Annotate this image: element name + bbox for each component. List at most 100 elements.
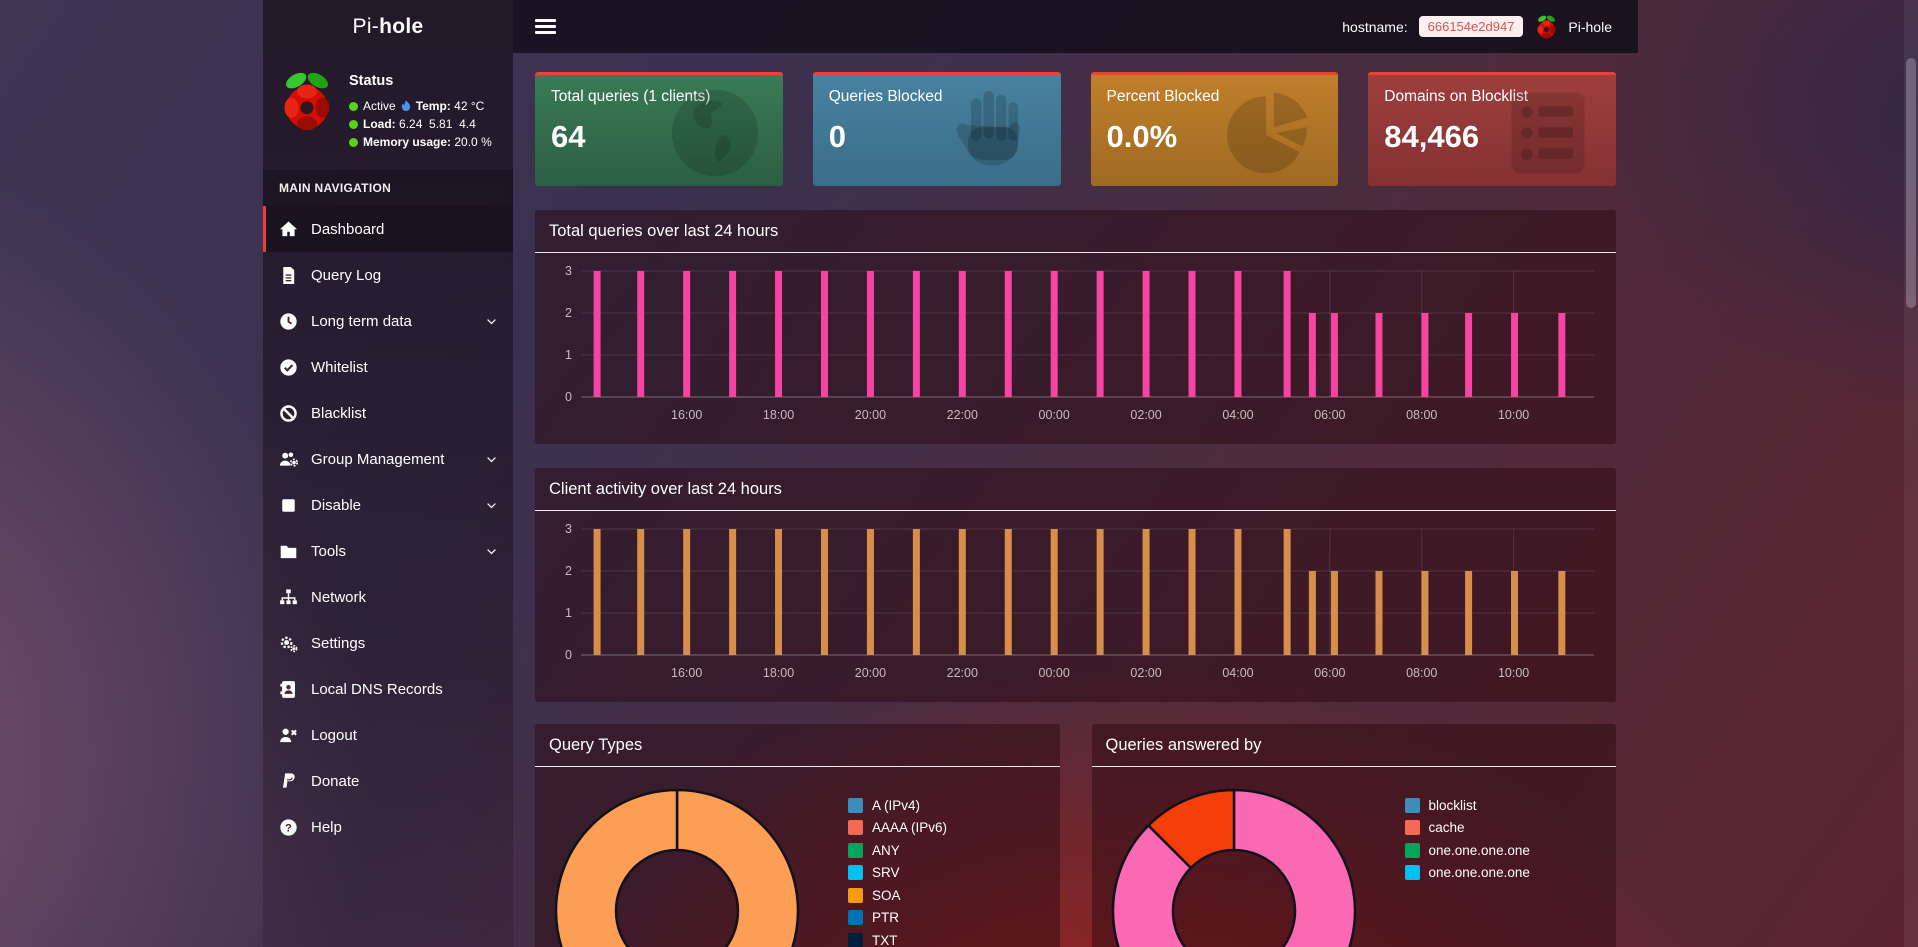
card-percent-blocked: Percent Blocked 0.0% [1090, 72, 1339, 186]
card-queries-blocked: Queries Blocked 0 [812, 72, 1061, 186]
brand-logo[interactable]: Pi-hole [263, 0, 513, 53]
check-circle-icon [280, 358, 297, 376]
hostname-label: hostname: [1342, 18, 1408, 35]
card-title: Total queries (1 clients) [551, 88, 711, 105]
panel-title: Client activity over last 24 hours [535, 468, 1616, 511]
legend-item[interactable]: TXT [848, 929, 947, 947]
temp-value: 42 °C [454, 99, 485, 114]
legend-item[interactable]: SRV [848, 862, 947, 885]
summary-cards-row: Total queries (1 clients) 64 [535, 72, 1616, 186]
chevron-down-icon [487, 502, 496, 508]
answered-by-donut-chart[interactable] [1104, 781, 1364, 947]
legend-label: AAAA (IPv6) [872, 820, 948, 836]
question-circle-icon: ? [280, 818, 297, 836]
sidebar-item-help[interactable]: ? Help [263, 804, 513, 850]
query-types-donut-chart[interactable] [547, 781, 807, 947]
status-panel: Status Active Temp: 42 °C Load: 6.24 5.8… [263, 53, 513, 164]
card-title: Queries Blocked [828, 88, 943, 105]
load-label: Load: [363, 117, 396, 132]
chevron-down-icon [487, 318, 496, 324]
page-scrollbar[interactable] [1904, 0, 1918, 947]
svg-text:18:00: 18:00 [763, 408, 794, 422]
sidebar-section-label: MAIN NAVIGATION [263, 170, 513, 207]
panel-queries-answered-by: Queries answered by blocklist cache one.on… [1091, 724, 1616, 947]
legend-item[interactable]: PTR [848, 907, 947, 930]
scrollbar-thumb[interactable] [1906, 58, 1916, 308]
card-total-queries: Total queries (1 clients) 64 [535, 72, 783, 186]
client-activity-chart[interactable]: 16:00 18:00 20:00 22:00 00:00 02:00 04:00 06:00… [547, 517, 1604, 689]
legend-swatch [848, 932, 863, 947]
legend-item[interactable]: blocklist [1404, 794, 1530, 817]
legend-label: one.one.one.one [1428, 865, 1530, 881]
stop-icon [282, 498, 295, 512]
legend-item[interactable]: one.one.one.one [1404, 839, 1530, 862]
panel-title: Queries answered by [1091, 724, 1616, 767]
sidebar-item-disable[interactable]: Disable [263, 482, 513, 528]
sidebar-item-blacklist[interactable]: Blacklist [263, 390, 513, 436]
brand-bold: hole [379, 14, 424, 38]
sidebar-item-group-management[interactable]: Group Management [263, 436, 513, 482]
status-memory-row: Memory usage: 20.0 % [349, 135, 492, 150]
legend-item[interactable]: SOA [848, 884, 947, 907]
file-lines-icon [283, 266, 295, 284]
sidebar-item-whitelist[interactable]: Whitelist [263, 344, 513, 390]
legend-item[interactable]: AAAA (IPv6) [848, 817, 947, 840]
svg-text:10:00: 10:00 [1498, 408, 1529, 422]
pie-chart-icon [1227, 92, 1308, 174]
navbar-brand-right[interactable]: Pi-hole [1534, 14, 1612, 39]
sidebar-toggle-button[interactable] [535, 19, 556, 34]
svg-text:00:00: 00:00 [1039, 408, 1070, 422]
sidebar-item-dashboard[interactable]: Dashboard [263, 206, 513, 253]
hand-stop-icon [956, 90, 1020, 166]
legend-item[interactable]: cache [1404, 817, 1530, 840]
legend-item[interactable]: A (IPv4) [848, 794, 947, 817]
legend-swatch [1404, 865, 1420, 881]
svg-text:04:00: 04:00 [1222, 408, 1253, 422]
sidebar-item-query-log[interactable]: Query Log [263, 252, 513, 298]
legend-label: cache [1428, 820, 1465, 836]
total-queries-chart[interactable]: 16:00 18:00 20:00 22:00 00:00 02:00 04:00 06:00… [547, 259, 1604, 431]
memory-label: Memory usage: [363, 135, 452, 150]
sidebar-item-tools[interactable]: Tools [263, 528, 513, 574]
sidebar-item-settings[interactable]: Settings [263, 620, 513, 666]
svg-text:20:00: 20:00 [855, 408, 886, 422]
brand-prefix: Pi- [352, 14, 380, 38]
card-value: 0.0% [1106, 119, 1178, 154]
sidebar-item-network[interactable]: Network [263, 574, 513, 620]
svg-text:2: 2 [565, 306, 572, 320]
panel-query-types: Query Types A (IPv4) AAAA (IPv6) ANY SRV SOA… [535, 724, 1060, 947]
navbar-brand-label: Pi-hole [1568, 18, 1612, 35]
svg-text:00:00: 00:00 [1039, 666, 1070, 680]
legend-swatch [848, 820, 863, 836]
panel-client-activity: Client activity over last 24 hours 16:00… [535, 468, 1616, 702]
navbar-right: hostname: 666154e2d947 Pi-hole [1342, 14, 1612, 39]
paypal-icon [282, 773, 295, 788]
panel-title: Query Types [535, 724, 1060, 767]
svg-text:18:00: 18:00 [763, 666, 794, 680]
svg-text:1: 1 [565, 606, 572, 620]
legend-item[interactable]: ANY [848, 839, 947, 862]
legend-swatch [848, 887, 863, 903]
sidebar-item-local-dns-records[interactable]: Local DNS Records [263, 666, 513, 712]
sidebar-item-logout[interactable]: Logout [263, 712, 513, 758]
sidebar-item-donate[interactable]: Donate [263, 758, 513, 804]
svg-text:06:00: 06:00 [1314, 408, 1345, 422]
answered-by-legend: blocklist cache one.one.one.one one.one.one… [1404, 794, 1530, 885]
svg-text:2: 2 [565, 564, 572, 578]
legend-item[interactable]: one.one.one.one [1404, 862, 1530, 885]
sidebar-item-long-term-data[interactable]: Long term data [263, 298, 513, 344]
svg-text:3: 3 [565, 264, 572, 278]
chevron-down-icon [487, 456, 496, 462]
status-ok-dot [349, 138, 358, 148]
legend-swatch [1404, 820, 1420, 836]
legend-label: blocklist [1428, 797, 1477, 813]
svg-text:20:00: 20:00 [855, 666, 886, 680]
legend-label: ANY [872, 842, 900, 858]
load-value: 6.24 5.81 4.4 [399, 117, 476, 132]
legend-swatch [848, 865, 863, 881]
card-value: 0 [828, 119, 846, 154]
gears-icon [280, 636, 298, 652]
temperature-flame-icon [401, 100, 410, 112]
ban-icon [280, 404, 297, 422]
